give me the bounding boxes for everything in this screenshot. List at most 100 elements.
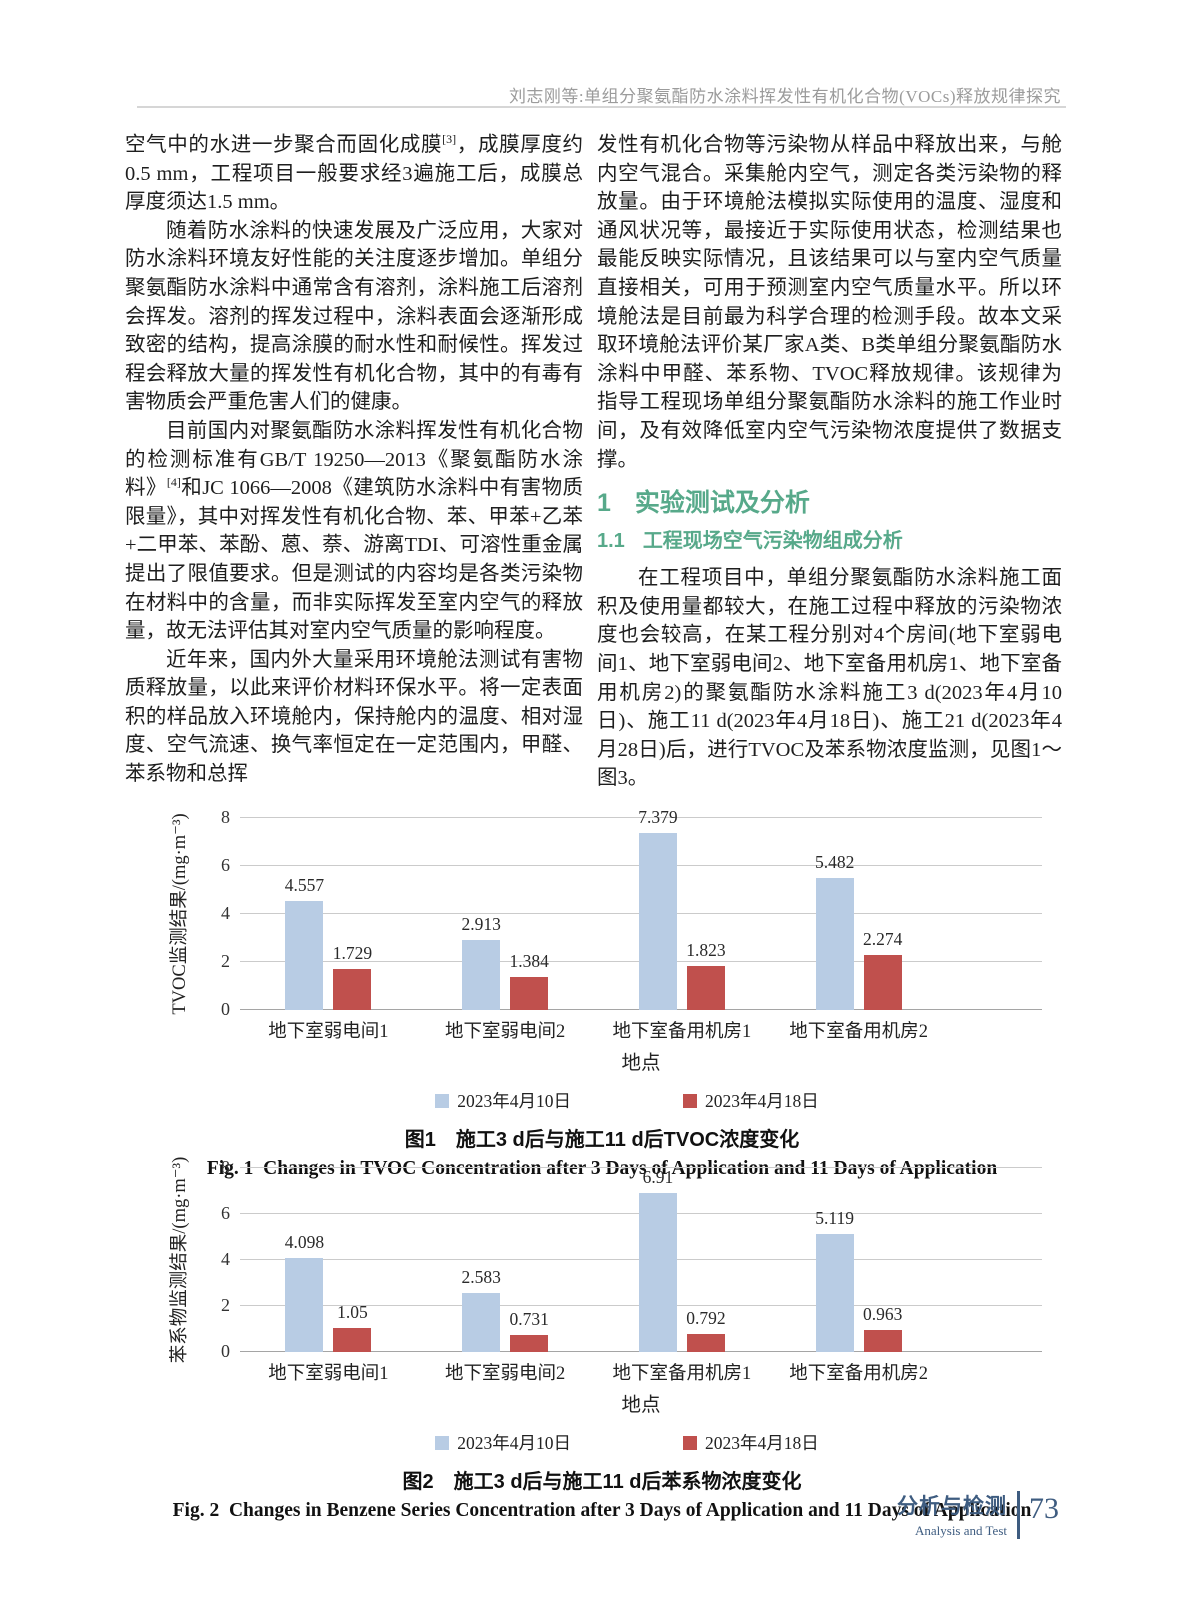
paragraph: 目前国内对聚氨酯防水涂料挥发性有机化合物的检测标准有GB/T 19250—201… xyxy=(125,417,583,646)
y-tick-label: 6 xyxy=(221,855,230,875)
citation-superscript: [4] xyxy=(166,475,181,490)
footer-section-en: Analysis and Test xyxy=(914,1523,1007,1538)
legend-label: 2023年4月10日 xyxy=(457,1091,571,1111)
bar xyxy=(285,1257,324,1352)
footer-section-cn: 分析与检测 xyxy=(897,1495,1007,1518)
figure-caption-cn: 图2 施工3 d后与施工11 d后苯系物浓度变化 xyxy=(402,1471,802,1493)
bar xyxy=(638,832,677,1010)
bar-with-label: 4.557 xyxy=(285,875,324,1010)
data-label: 1.05 xyxy=(337,1301,368,1322)
bar-with-label: 5.119 xyxy=(815,1208,854,1352)
data-label: 1.384 xyxy=(509,950,549,971)
data-label: 1.823 xyxy=(686,940,726,961)
subsection-heading: 1.1 工程现场空气污染物组成分析 xyxy=(597,528,1062,554)
bar-with-label: 0.963 xyxy=(863,1304,902,1352)
subsection-title: 工程现场空气污染物组成分析 xyxy=(642,530,903,553)
bar-with-label: 6.91 xyxy=(638,1167,677,1352)
category-label: 地下室弱电间2 xyxy=(444,1364,566,1384)
y-tick-label: 4 xyxy=(221,1249,230,1269)
data-label: 2.274 xyxy=(862,929,903,950)
bar xyxy=(462,1292,501,1352)
data-label: 5.482 xyxy=(814,852,855,873)
bar-with-label: 1.05 xyxy=(333,1302,372,1352)
bar-groups: 4.557 1.729 2.913 1.384 7.379 1.823 5.482 2.274 xyxy=(240,807,947,1010)
tvoc-bar-chart: TVOC监测结果/(mg·m⁻³) 0 2 4 6 8 4.557 1.729 2.913 1.… xyxy=(162,807,1042,1113)
bar-group: 2.583 0.731 xyxy=(417,1168,594,1352)
data-label: 2.583 xyxy=(461,1266,501,1287)
category-label: 地下室备用机房1 xyxy=(612,1364,752,1384)
bar-group: 5.482 2.274 xyxy=(770,818,947,1010)
text-run: 发性有机化合物等污染物从样品中释放出来，与舱内空气混合。采集舱内空气，测定各类污… xyxy=(597,134,1062,471)
legend-item: 2023年4月18日 xyxy=(683,1088,819,1113)
paragraph: 随着防水涂料的快速发展及广泛应用，大家对防水涂料环境友好性能的关注度逐步增加。单… xyxy=(125,217,583,417)
bar-with-label: 0.731 xyxy=(509,1309,549,1352)
gridline xyxy=(240,1167,1042,1168)
category-label: 地下室备用机房1 xyxy=(612,1022,752,1042)
bar-with-label: 1.729 xyxy=(333,943,372,1010)
bar-group: 6.91 0.792 xyxy=(594,1167,771,1352)
bar-with-label: 5.482 xyxy=(815,852,854,1010)
section-number: 1 xyxy=(597,489,611,518)
bar-with-label: 2.274 xyxy=(863,929,902,1010)
bar-with-label: 1.384 xyxy=(509,951,549,1010)
bar xyxy=(333,968,372,1010)
category-label: 地下室弱电间2 xyxy=(444,1022,566,1042)
y-tick-label: 8 xyxy=(221,807,230,827)
data-label: 4.098 xyxy=(284,1231,325,1252)
data-label: 1.729 xyxy=(332,942,373,963)
legend-label: 2023年4月10日 xyxy=(457,1433,571,1453)
paragraph: 近年来，国内外大量采用环境舱法测试有害物质释放量，以此来评价材料环保水平。将一定… xyxy=(125,646,583,789)
plot-area: TVOC监测结果/(mg·m⁻³) 0 2 4 6 8 4.557 1.729 2.913 1.… xyxy=(170,807,1042,1019)
y-tick-label: 4 xyxy=(221,903,230,923)
category-label: 地下室弱电间1 xyxy=(268,1364,389,1384)
figure-caption: 图1 施工3 d后与施工11 d后TVOC浓度变化 Fig. 1 Changes… xyxy=(162,1123,1042,1180)
chart-legend: 2023年4月10日 2023年4月18日 xyxy=(162,1430,1042,1455)
bar xyxy=(333,1327,372,1352)
y-tick-label: 2 xyxy=(221,1295,230,1315)
legend-label: 2023年4月18日 xyxy=(705,1091,819,1111)
bar xyxy=(285,900,324,1010)
bar xyxy=(815,878,854,1010)
plot-area: 苯系物监测结果/(mg·m⁻³) 0 2 4 6 8 4.098 1.05 2.583 0.73… xyxy=(170,1157,1042,1363)
legend-swatch xyxy=(435,1435,450,1450)
bar-group: 7.379 1.823 xyxy=(594,807,771,1010)
chart-legend: 2023年4月10日 2023年4月18日 xyxy=(162,1088,1042,1113)
y-axis-label: TVOC监测结果/(mg·m⁻³) xyxy=(170,813,190,1015)
category-label: 地下室备用机房2 xyxy=(789,1022,928,1042)
data-label: 4.557 xyxy=(284,874,325,895)
category-label: 地下室弱电间1 xyxy=(268,1022,389,1042)
data-label: 2.913 xyxy=(461,914,501,935)
bar-with-label: 2.583 xyxy=(461,1267,501,1352)
header-rule xyxy=(137,106,1066,108)
data-label: 0.963 xyxy=(862,1303,903,1324)
bar xyxy=(863,955,902,1010)
right-column: 发性有机化合物等污染物从样品中释放出来，与舱内空气混合。采集舱内空气，测定各类污… xyxy=(597,131,1062,793)
text-run: 在工程项目中，单组分聚氨酯防水涂料施工面积及使用量都较大，在施工过程中释放的污染… xyxy=(597,567,1062,790)
footer-divider xyxy=(1017,1490,1020,1539)
footer-section: 分析与检测 Analysis and Test xyxy=(897,1490,1007,1539)
bar-groups: 4.098 1.05 2.583 0.731 6.91 0.792 5.119 0.963 xyxy=(240,1167,947,1352)
gridline xyxy=(240,817,1042,818)
figure-2: 苯系物监测结果/(mg·m⁻³) 0 2 4 6 8 4.098 1.05 2.583 0.73… xyxy=(162,1157,1042,1522)
bar xyxy=(686,1333,725,1352)
running-head: 刘志刚等:单组分聚氨酯防水涂料挥发性有机化合物(VOCs)释放规律探究 xyxy=(508,87,1061,106)
bar-with-label: 0.792 xyxy=(686,1308,726,1352)
legend-swatch xyxy=(683,1093,697,1108)
bar-group: 4.557 1.729 xyxy=(240,818,417,1010)
figure-1: TVOC监测结果/(mg·m⁻³) 0 2 4 6 8 4.557 1.729 2.913 1.… xyxy=(162,807,1042,1180)
x-axis-label: 地点 xyxy=(621,1395,661,1416)
data-label: 7.379 xyxy=(638,806,678,827)
left-column: 空气中的水进一步聚合而固化成膜[3]，成膜厚度约0.5 mm，工程项目一般要求经… xyxy=(125,131,583,789)
bar xyxy=(863,1329,902,1352)
text-run: 空气中的水进一步聚合而固化成膜 xyxy=(125,134,443,156)
figure-caption-en: Fig. 2 Changes in Benzene Series Concent… xyxy=(172,1500,1032,1521)
figure-caption-cn: 图1 施工3 d后与施工11 d后TVOC浓度变化 xyxy=(404,1129,800,1151)
data-label: 6.91 xyxy=(642,1167,674,1188)
bar xyxy=(686,966,725,1010)
text-run: 和JC 1066—2008《建筑防水涂料中有害物质限量》，其中对挥发性有机化合物… xyxy=(125,477,584,643)
text-run: 近年来，国内外大量采用环境舱法测试有害物质释放量，以此来评价材料环保水平。将一定… xyxy=(125,648,583,786)
paragraph: 在工程项目中，单组分聚氨酯防水涂料施工面积及使用量都较大，在施工过程中释放的污染… xyxy=(597,564,1062,793)
legend-item: 2023年4月18日 xyxy=(683,1430,819,1455)
legend-label: 2023年4月18日 xyxy=(705,1433,819,1453)
